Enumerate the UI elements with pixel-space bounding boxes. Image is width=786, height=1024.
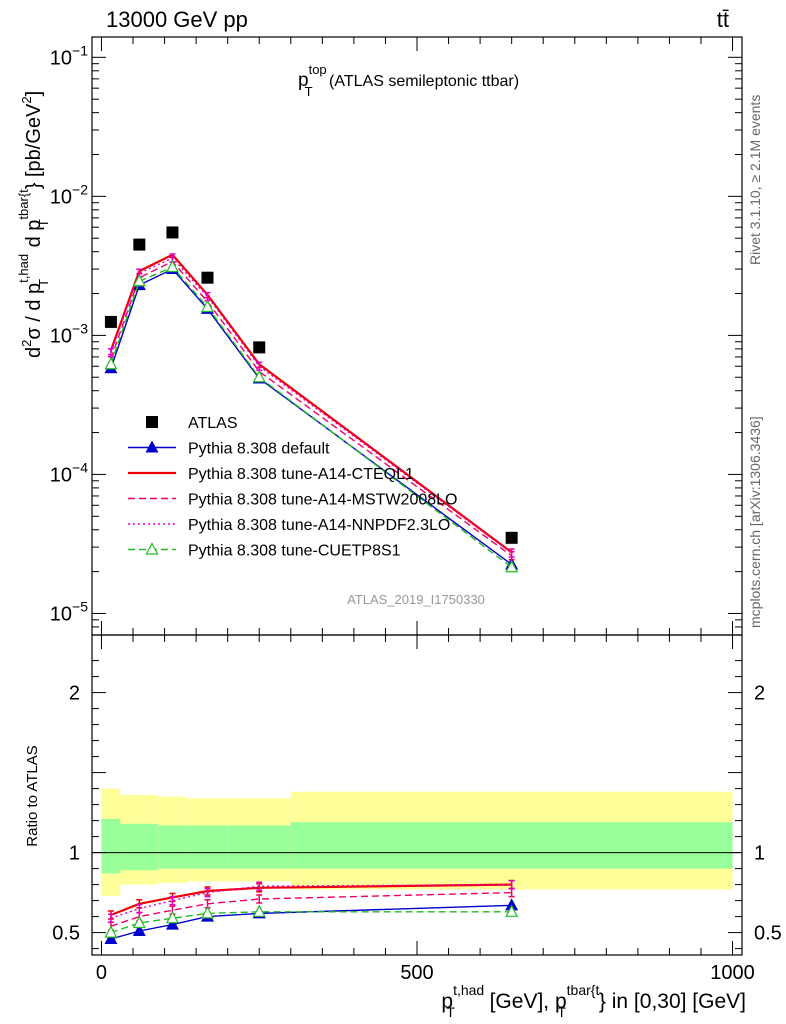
ratio-panel-layer: 0 500 1000 0.5 0.5 1 1 2 2 xyxy=(52,635,782,984)
ratio-series-4-line xyxy=(110,911,512,934)
ratio-series-4-point xyxy=(505,904,519,917)
ratio-y-tick-label: 2 xyxy=(754,683,765,705)
ratio-y-tick-label: 0.5 xyxy=(52,923,80,945)
ratio-y-tick-label: 0.5 xyxy=(754,923,782,945)
ratio-y-tick-label: 1 xyxy=(754,843,765,865)
ratio-series-4-point xyxy=(132,915,146,929)
main-series-5-point xyxy=(200,299,214,313)
stat-uncertainty-band xyxy=(227,825,291,869)
ratio-series-2-line xyxy=(110,891,512,927)
ratio-series-4-point xyxy=(104,925,118,938)
rivet-version-label: Rivet 3.1.10, ≥ 2.1M events xyxy=(747,95,763,265)
legend-label-1: Pythia 8.308 default xyxy=(188,441,330,458)
process-label: tt̄ xyxy=(717,7,729,32)
x-tick-label: 0 xyxy=(96,962,107,984)
ratio-series-4-point xyxy=(252,904,266,917)
main-series-0-point xyxy=(505,531,518,544)
main-series-5-point xyxy=(505,559,519,573)
stat-uncertainty-band xyxy=(158,825,187,869)
ratio-series-0-point xyxy=(104,932,118,944)
main-series-5-point xyxy=(165,259,179,273)
ratio-y-axis-label: Ratio to ATLAS xyxy=(24,745,41,846)
main-series-5-point xyxy=(132,273,146,287)
main-series-0-point xyxy=(166,226,179,239)
main-series-4-line xyxy=(110,257,513,554)
main-series-5-point xyxy=(104,356,118,370)
main-series-0-point xyxy=(201,271,214,284)
stat-uncertainty-band xyxy=(290,822,733,869)
mcplots-label: mcplots.cern.ch [arXiv:1306.3436] xyxy=(747,416,763,628)
main-series-0-point xyxy=(253,341,266,354)
main-y-tick-label: 10−2 xyxy=(50,181,88,208)
x-axis-label: pt,had T [GeV], ptbar{t T} in [0,30] [GeV] xyxy=(441,982,746,1020)
main-series-0-point xyxy=(104,315,117,328)
chart-title: ptop T (ATLAS semileptonic ttbar) xyxy=(298,62,519,99)
legend: ATLAS Pythia 8.308 default Pythia 8.308 tu… xyxy=(128,415,457,560)
main-series-1-line xyxy=(110,268,513,566)
ratio-series-4-point xyxy=(165,910,179,924)
legend-label-3: Pythia 8.308 tune-A14-MSTW2008LO xyxy=(188,492,457,509)
ratio-series-1-line xyxy=(110,883,512,917)
main-y-tick-label: 10−4 xyxy=(50,459,88,486)
legend-label-0: ATLAS xyxy=(188,415,238,432)
legend-marker-5 xyxy=(145,542,159,555)
ratio-series-0-point xyxy=(505,898,519,911)
main-panel-layer: 10−1 10−2 10−3 10−4 10−5 xyxy=(50,37,742,636)
ratio-series-0-point xyxy=(132,924,146,936)
ratio-series-4-point xyxy=(200,906,214,919)
legend-marker-0 xyxy=(146,416,158,428)
main-y-tick-label: 10−5 xyxy=(50,598,88,625)
main-y-tick-label: 10−1 xyxy=(50,42,88,69)
x-tick-label: 500 xyxy=(400,962,433,984)
ratio-y-tick-label: 1 xyxy=(69,843,80,865)
stat-uncertainty-band xyxy=(120,823,159,871)
legend-label-4: Pythia 8.308 tune-A14-NNPDF2.3LO xyxy=(188,517,450,534)
ratio-uncertainty-bands xyxy=(92,788,742,896)
analysis-watermark: ATLAS_2019_I1750330 xyxy=(347,592,485,607)
ratio-y-tick-label: 2 xyxy=(69,683,80,705)
stat-uncertainty-band xyxy=(186,825,228,869)
legend-label-5: Pythia 8.308 tune-CUETP8S1 xyxy=(188,543,401,560)
ratio-panel-frame xyxy=(91,634,743,956)
main-y-axis-label: d2σ / d pt,hadT d ptbar{tT} [pb/GeV2] xyxy=(16,91,51,358)
ratio-series-0-point xyxy=(165,917,179,930)
legend-marker-1 xyxy=(145,440,159,453)
legend-label-2: Pythia 8.308 tune-A14-CTEQL1 xyxy=(188,466,414,483)
main-y-tick-label: 10−3 xyxy=(50,320,88,347)
stat-uncertainty-band xyxy=(101,819,121,874)
main-series-5-point xyxy=(252,369,266,383)
x-tick-label: 1000 xyxy=(710,962,755,984)
main-series-3-line xyxy=(110,260,513,557)
header-label: 13000 GeV pp xyxy=(106,7,248,32)
main-series-0-point xyxy=(133,238,146,251)
